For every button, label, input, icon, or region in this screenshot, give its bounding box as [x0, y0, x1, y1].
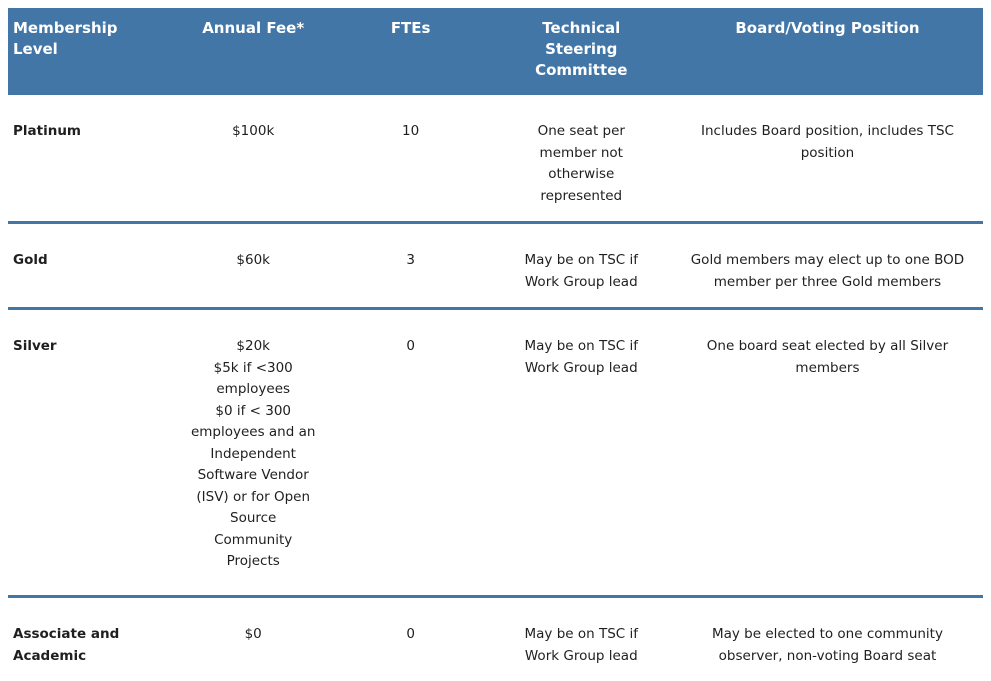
table-row-silver: Silver $20k $5k if <300 employees $0 if … [8, 309, 983, 597]
cell-membership-level: Associate and Academic [8, 597, 176, 681]
column-header-tsc: Technical Steering Committee [491, 8, 672, 95]
cell-ftes: 10 [331, 95, 491, 223]
cell-tsc: May be on TSC if Work Group lead [491, 223, 672, 309]
cell-tsc: One seat per member not otherwise repres… [491, 95, 672, 223]
column-header-membership-level: Membership Level [8, 8, 176, 95]
cell-board-position: One board seat elected by all Silver mem… [672, 309, 983, 597]
membership-levels-table: Membership Level Annual Fee* FTEs Techni… [8, 8, 983, 681]
cell-board-position: May be elected to one community observer… [672, 597, 983, 681]
table-header-row: Membership Level Annual Fee* FTEs Techni… [8, 8, 983, 95]
cell-ftes: 0 [331, 597, 491, 681]
column-header-board-voting-position: Board/Voting Position [672, 8, 983, 95]
cell-ftes: 3 [331, 223, 491, 309]
cell-annual-fee: $60k [176, 223, 331, 309]
cell-board-position: Includes Board position, includes TSC po… [672, 95, 983, 223]
column-header-annual-fee: Annual Fee* [176, 8, 331, 95]
cell-annual-fee: $100k [176, 95, 331, 223]
table-row-platinum: Platinum $100k 10 One seat per member no… [8, 95, 983, 223]
cell-annual-fee: $20k $5k if <300 employees $0 if < 300 e… [176, 309, 331, 597]
cell-membership-level: Gold [8, 223, 176, 309]
cell-ftes: 0 [331, 309, 491, 597]
column-header-ftes: FTEs [331, 8, 491, 95]
cell-board-position: Gold members may elect up to one BOD mem… [672, 223, 983, 309]
table-row-associate-academic: Associate and Academic $0 0 May be on TS… [8, 597, 983, 681]
cell-tsc: May be on TSC if Work Group lead [491, 597, 672, 681]
cell-membership-level: Silver [8, 309, 176, 597]
table-row-gold: Gold $60k 3 May be on TSC if Work Group … [8, 223, 983, 309]
cell-membership-level: Platinum [8, 95, 176, 223]
cell-tsc: May be on TSC if Work Group lead [491, 309, 672, 597]
cell-annual-fee: $0 [176, 597, 331, 681]
